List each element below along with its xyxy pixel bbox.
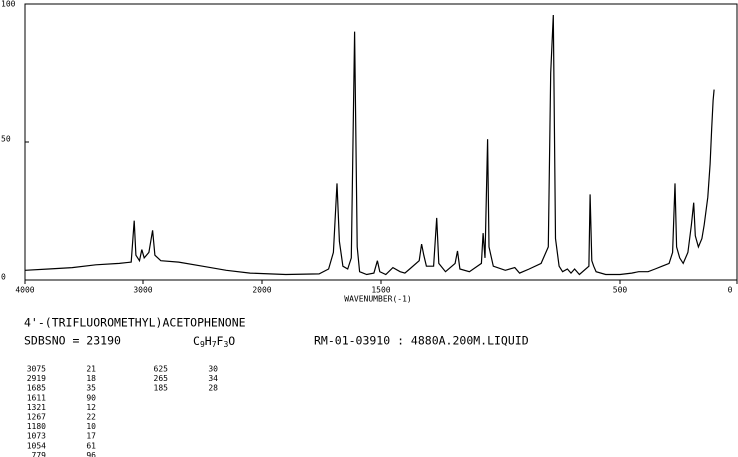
peak-intensity: 12 [86,403,96,412]
formula-part: 9 [200,340,205,349]
peak-wavenumber: 1321 [27,403,46,412]
peak-wavenumber: 1073 [27,432,46,441]
peak-wavenumber: 3075 [27,365,46,374]
plot-frame [24,3,738,281]
peak-intensity: 34 [208,374,218,383]
x-tick-label: 4000 [15,286,34,295]
peak-intensity: 35 [86,384,96,393]
peak-intensity: 21 [86,365,96,374]
formula: C9H7F3O [193,334,235,349]
formula-part: O [228,334,235,348]
peak-wavenumber: 779 [32,451,47,457]
x-tick-label: 1500 [371,286,390,295]
y-tick-label: 100 [1,0,16,9]
compound-name: 4'-(TRIFLUOROMETHYL)ACETOPHENONE [24,316,246,330]
peak-wavenumber: 1267 [27,413,46,422]
peak-intensity: 61 [86,441,96,450]
peak-intensity: 30 [208,365,218,374]
peak-wavenumber: 1685 [27,384,46,393]
x-tick-label: 0 [728,286,733,295]
peak-wavenumber: 265 [154,374,169,383]
formula-part: 7 [212,340,217,349]
formula-part: F [217,334,224,348]
peak-intensity: 28 [208,384,218,393]
x-tick-label: 2000 [252,286,271,295]
peak-wavenumber: 1180 [27,422,46,431]
peak-wavenumber: 1054 [27,441,46,450]
peak-intensity: 18 [86,374,96,383]
y-tick-label: 0 [1,273,6,282]
peak-intensity: 10 [86,422,96,431]
peak-wavenumber: 2919 [27,374,46,383]
peak-wavenumber: 625 [154,365,169,374]
peak-intensity: 17 [86,432,96,441]
formula-part: C [193,334,200,348]
formula-part: H [205,334,212,348]
x-tick-label: 3000 [133,286,152,295]
spectrum-line [24,14,715,276]
formula-part: 3 [223,340,228,349]
peak-intensity: 22 [86,413,96,422]
peak-wavenumber: 185 [154,384,169,393]
x-tick-label: 500 [613,286,628,295]
peak-intensity: 90 [86,393,96,402]
sdbs-number: SDBSNO = 23190 [24,334,121,348]
x-axis-label: WAVENUMBER(-1) [344,295,411,304]
peak-intensity: 96 [86,451,96,457]
spectrum-info: RM-01-03910 : 4880A.200M.LIQUID [314,334,529,348]
y-tick-label: 50 [1,135,11,144]
peak-wavenumber: 1611 [27,393,46,402]
